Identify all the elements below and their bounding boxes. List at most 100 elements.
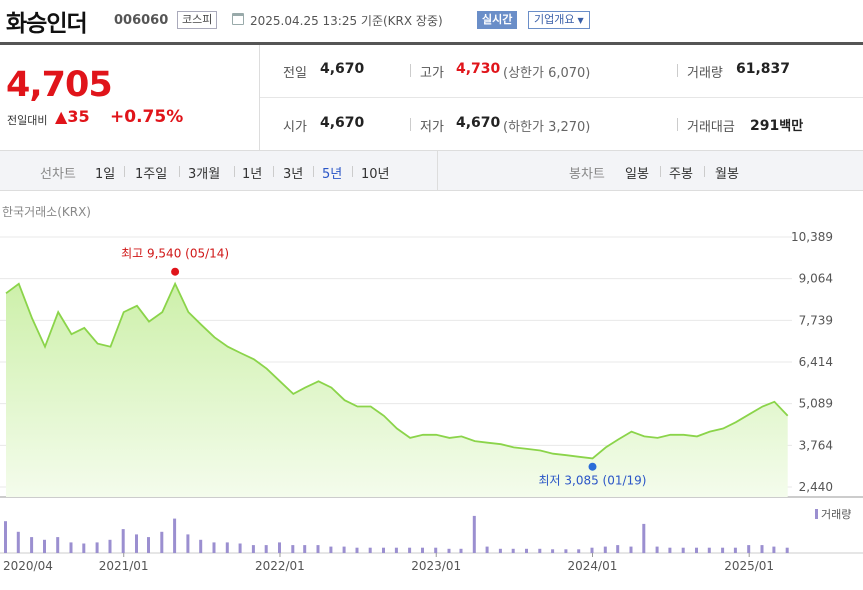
tab-3y[interactable]: 3년	[283, 167, 304, 182]
change-label: 전일대비	[7, 114, 48, 127]
volume-bar	[785, 547, 789, 553]
volume-bar	[394, 547, 398, 553]
volume-bar	[251, 545, 255, 553]
tab-3m[interactable]: 3개월	[188, 167, 221, 182]
tab-weekly[interactable]: 주봉	[669, 167, 693, 182]
volume-bar	[447, 548, 451, 553]
volume-bar	[135, 534, 138, 553]
volume-bar	[760, 545, 764, 553]
prev-close-label: 전일	[283, 66, 307, 81]
volume-bar	[538, 548, 542, 553]
volume-bar	[43, 539, 46, 554]
volume-bar	[485, 546, 489, 553]
volume-bar	[655, 546, 659, 553]
volume-bar	[95, 542, 99, 553]
volume-bar	[434, 547, 438, 553]
cell-divider	[410, 64, 411, 77]
stock-name: 화승인더	[6, 11, 88, 37]
volume-bar	[160, 531, 164, 553]
tab-divider	[234, 166, 235, 177]
calendar-icon	[232, 13, 244, 25]
max-label: 최고 9,540 (05/14)	[121, 247, 229, 261]
x-tick-label: 2022/01	[255, 559, 305, 573]
high-value: 4,730	[456, 61, 501, 77]
y-tick-label: 3,764	[799, 438, 833, 452]
volume-bar	[121, 529, 125, 553]
volume-bar	[56, 537, 60, 553]
cell-divider	[677, 64, 678, 77]
tab-5y[interactable]: 5년	[322, 167, 343, 182]
tab-divider	[179, 166, 180, 177]
volume-bar	[225, 542, 229, 553]
tab-daily[interactable]: 일봉	[625, 167, 649, 182]
cell-divider	[677, 118, 678, 131]
tab-10y[interactable]: 10년	[361, 167, 390, 182]
candle-chart-label: 봉차트	[569, 167, 605, 182]
volume-bar	[278, 542, 281, 553]
tab-monthly[interactable]: 월봉	[715, 167, 739, 182]
realtime-button[interactable]: 실시간	[477, 11, 518, 29]
company-info-button[interactable]: 기업개요 ▼	[528, 11, 590, 29]
price-area	[6, 283, 788, 497]
tab-divider	[660, 166, 661, 177]
prev-close-value: 4,670	[320, 61, 365, 77]
y-tick-label: 9,064	[799, 272, 833, 286]
tab-divider	[704, 166, 705, 177]
high-label: 고가	[420, 66, 444, 81]
tab-1y[interactable]: 1년	[242, 167, 263, 182]
y-tick-label: 6,414	[799, 355, 833, 369]
price-chart: 10,389 9,064 7,739 6,414 5,089 3,764 2,440 202…	[0, 230, 863, 573]
header-divider	[0, 42, 863, 45]
volume-value: 61,837	[736, 61, 791, 77]
volume-bar	[342, 546, 346, 553]
volume-bar	[603, 546, 607, 553]
volume-bar	[590, 547, 594, 553]
tab-divider	[124, 166, 125, 177]
volume-bar	[642, 523, 646, 554]
x-tick-label: 2021/01	[99, 559, 149, 573]
tab-divider	[352, 166, 353, 177]
volume-bar	[695, 547, 698, 553]
y-axis-ticks: 10,389 9,064 7,739 6,414 5,089 3,764 2,440	[791, 230, 833, 494]
volume-bar	[30, 537, 34, 553]
volume-bar	[82, 543, 86, 553]
tab-1d[interactable]: 1일	[95, 167, 116, 182]
x-tick-label: 2020/04	[3, 559, 53, 573]
volume-bar	[721, 547, 725, 553]
volume-bar	[668, 547, 672, 553]
volume-bar	[681, 547, 685, 553]
cell-divider	[410, 118, 411, 131]
x-tick-label: 2025/01	[724, 559, 774, 573]
volume-bar	[212, 542, 216, 553]
volume-bar	[199, 539, 203, 554]
y-tick-label: 10,389	[791, 230, 833, 244]
x-tick-label: 2023/01	[411, 559, 461, 573]
up-arrow-icon: ▲	[55, 107, 68, 126]
volume-bars	[4, 515, 789, 554]
volume-legend: 거래량	[821, 508, 851, 521]
market-badge: 코스피	[177, 11, 218, 29]
volume-bar	[368, 547, 372, 553]
tab-1w[interactable]: 1주일	[135, 167, 168, 182]
volume-bar	[733, 547, 737, 553]
panel-divider	[259, 45, 260, 151]
change-percent: +0.75%	[110, 107, 184, 127]
volume-label: 거래량	[687, 66, 723, 81]
volume-bar	[4, 521, 7, 553]
amount-value: 291백만	[750, 115, 803, 134]
exchange-label: 한국거래소(KRX)	[2, 205, 91, 219]
volume-bar	[147, 537, 150, 553]
max-marker	[171, 267, 180, 276]
volume-bar	[291, 545, 295, 553]
tab-divider	[273, 166, 274, 177]
volume-bar	[707, 547, 711, 553]
volume-bar	[747, 545, 751, 553]
change-amount: 35	[67, 107, 90, 126]
tabs-divider	[437, 151, 438, 191]
volume-bar	[525, 548, 528, 553]
volume-bar	[459, 548, 463, 553]
current-price: 4,705	[6, 65, 113, 105]
volume-bar	[238, 543, 242, 553]
volume-bar	[16, 531, 20, 553]
